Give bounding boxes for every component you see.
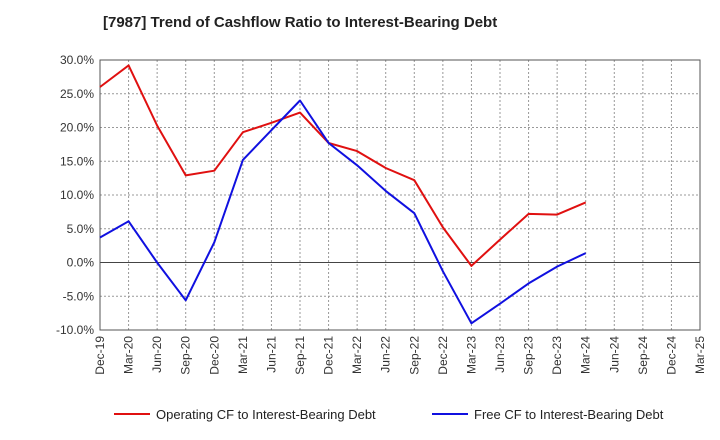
x-tick-label: Mar-21 [236, 336, 250, 374]
x-tick-label: Sep-21 [293, 336, 307, 375]
legend-free-cf-label: Free CF to Interest-Bearing Debt [474, 407, 664, 422]
series-line-free-cf [99, 99, 587, 325]
series-line-operating-cf [99, 64, 587, 267]
x-tick-label: Mar-20 [122, 336, 136, 374]
x-tick-label: Jun-24 [607, 336, 621, 373]
x-tick-label: Sep-23 [522, 336, 536, 375]
x-tick-label: Dec-20 [207, 336, 221, 375]
plot-border [99, 59, 701, 331]
x-tick-label: Dec-23 [550, 336, 564, 375]
x-tick-label: Mar-25 [693, 336, 707, 374]
x-tick-label: Jun-23 [493, 336, 507, 373]
x-tick-label: Dec-22 [436, 336, 450, 375]
y-tick-label: 15.0% [60, 154, 94, 168]
y-tick-label: 30.0% [60, 53, 94, 67]
y-tick-label: 10.0% [60, 188, 94, 202]
legend-operating-cf-label: Operating CF to Interest-Bearing Debt [156, 407, 376, 422]
y-tick-label: 25.0% [60, 87, 94, 101]
y-tick-label: 0.0% [67, 256, 95, 270]
x-tick-label: Jun-21 [264, 336, 278, 373]
y-tick-label: -5.0% [63, 289, 95, 303]
x-tick-label: Sep-20 [179, 336, 193, 375]
x-tick-label: Sep-24 [636, 336, 650, 375]
x-tick-label: Dec-19 [93, 336, 107, 375]
x-tick-label: Dec-21 [322, 336, 336, 375]
x-tick-label: Dec-24 [664, 336, 678, 375]
y-tick-label: 20.0% [60, 121, 94, 135]
x-tick-label: Sep-22 [407, 336, 421, 375]
y-tick-label: 5.0% [67, 222, 95, 236]
y-tick-label: -10.0% [56, 323, 94, 337]
x-tick-label: Jun-20 [150, 336, 164, 373]
x-tick-label: Jun-22 [379, 336, 393, 373]
x-tick-label: Mar-23 [464, 336, 478, 374]
x-tick-label: Mar-24 [579, 336, 593, 374]
x-tick-label: Mar-22 [350, 336, 364, 374]
chart-title: [7987] Trend of Cashflow Ratio to Intere… [103, 14, 498, 31]
